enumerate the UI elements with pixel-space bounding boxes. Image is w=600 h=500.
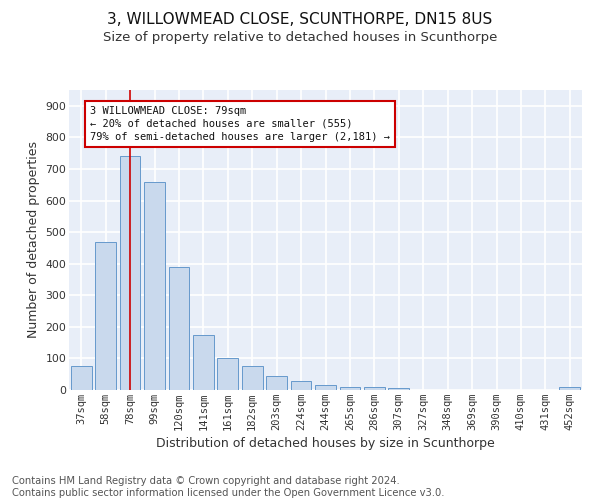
Bar [290,380,311,390]
Bar [364,387,385,390]
Text: 3, WILLOWMEAD CLOSE, SCUNTHORPE, DN15 8US: 3, WILLOWMEAD CLOSE, SCUNTHORPE, DN15 8U… [107,12,493,28]
Bar [315,386,336,390]
Bar [559,388,580,390]
Bar [242,366,263,390]
Bar [71,366,92,390]
Bar [169,267,190,390]
X-axis label: Distribution of detached houses by size in Scunthorpe: Distribution of detached houses by size … [156,437,495,450]
Text: 3 WILLOWMEAD CLOSE: 79sqm
← 20% of detached houses are smaller (555)
79% of semi: 3 WILLOWMEAD CLOSE: 79sqm ← 20% of detac… [90,106,390,142]
Text: Contains HM Land Registry data © Crown copyright and database right 2024.
Contai: Contains HM Land Registry data © Crown c… [12,476,445,498]
Bar [266,376,287,390]
Bar [144,182,165,390]
Bar [95,242,116,390]
Bar [340,387,361,390]
Bar [217,358,238,390]
Bar [388,388,409,390]
Text: Size of property relative to detached houses in Scunthorpe: Size of property relative to detached ho… [103,31,497,44]
Bar [193,334,214,390]
Y-axis label: Number of detached properties: Number of detached properties [27,142,40,338]
Bar [119,156,140,390]
